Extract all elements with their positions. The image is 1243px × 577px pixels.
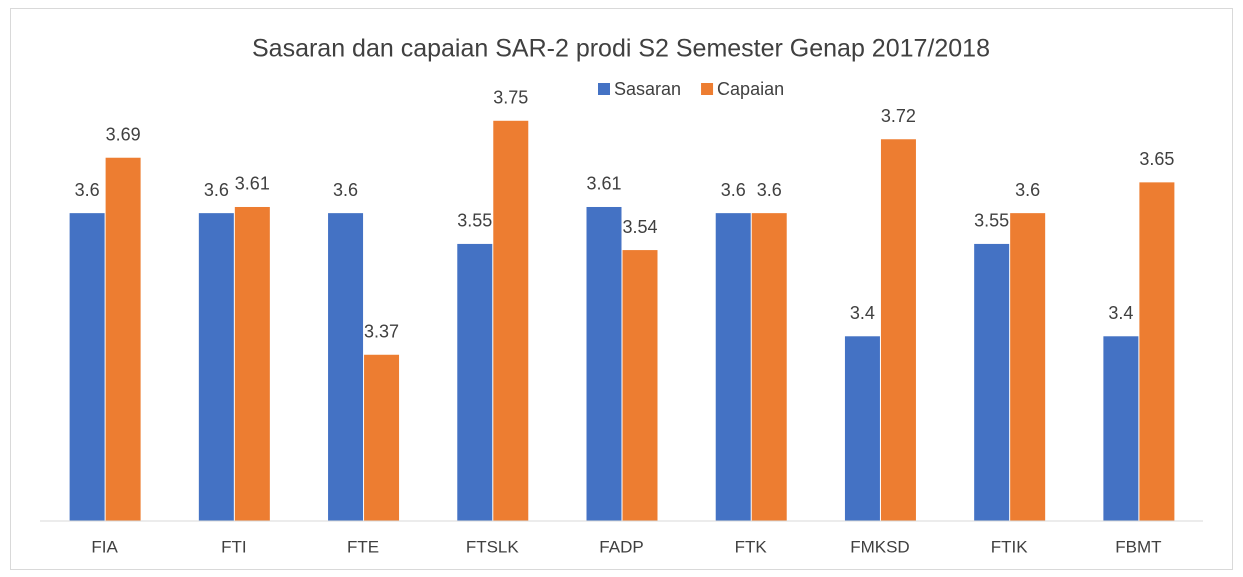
bar bbox=[328, 213, 364, 521]
data-label: 3.37 bbox=[364, 322, 399, 342]
bar bbox=[974, 243, 1010, 521]
legend-label: Sasaran bbox=[614, 79, 681, 99]
x-tick-label: FMKSD bbox=[850, 537, 910, 556]
bar bbox=[105, 157, 141, 521]
data-label: 3.4 bbox=[850, 303, 875, 323]
data-label: 3.55 bbox=[974, 211, 1009, 231]
data-label: 3.69 bbox=[106, 124, 141, 144]
x-tick-label: FTK bbox=[735, 537, 768, 556]
bar bbox=[715, 213, 751, 521]
data-label: 3.6 bbox=[204, 180, 229, 200]
data-label: 3.4 bbox=[1108, 303, 1133, 323]
bar bbox=[844, 336, 880, 521]
bar bbox=[493, 120, 529, 522]
legend-swatch bbox=[701, 83, 714, 95]
bar bbox=[1139, 182, 1175, 521]
data-label: 3.6 bbox=[75, 180, 100, 200]
bar bbox=[198, 213, 234, 521]
data-label: 3.6 bbox=[721, 180, 746, 200]
data-label: 3.61 bbox=[235, 174, 270, 194]
bar bbox=[1103, 336, 1139, 521]
bar bbox=[1010, 213, 1046, 521]
x-tick-label: FTE bbox=[347, 537, 379, 556]
x-tick-label: FTSLK bbox=[466, 537, 520, 556]
data-label: 3.6 bbox=[333, 180, 358, 200]
data-label: 3.54 bbox=[622, 217, 657, 237]
legend-label: Capaian bbox=[717, 79, 784, 99]
bar bbox=[364, 354, 400, 521]
x-tick-label: FIA bbox=[91, 537, 118, 556]
x-tick-label: FBMT bbox=[1115, 537, 1161, 556]
data-label: 3.6 bbox=[757, 180, 782, 200]
bar bbox=[751, 213, 787, 521]
bar bbox=[586, 206, 622, 521]
data-label: 3.65 bbox=[1139, 149, 1174, 169]
x-tick-label: FTI bbox=[221, 537, 247, 556]
bar bbox=[69, 213, 105, 521]
chart-title: Sasaran dan capaian SAR-2 prodi S2 Semes… bbox=[252, 35, 990, 63]
x-tick-label: FTIK bbox=[991, 537, 1028, 556]
data-label: 3.61 bbox=[586, 174, 621, 194]
data-label: 3.55 bbox=[457, 211, 492, 231]
bar bbox=[622, 250, 658, 522]
bar bbox=[234, 206, 270, 521]
x-tick-label: FADP bbox=[599, 537, 643, 556]
data-label: 3.75 bbox=[493, 88, 528, 108]
legend-swatch bbox=[598, 83, 610, 95]
data-label: 3.72 bbox=[881, 106, 916, 126]
bar bbox=[880, 139, 916, 521]
bar bbox=[457, 243, 493, 521]
data-label: 3.6 bbox=[1015, 180, 1040, 200]
